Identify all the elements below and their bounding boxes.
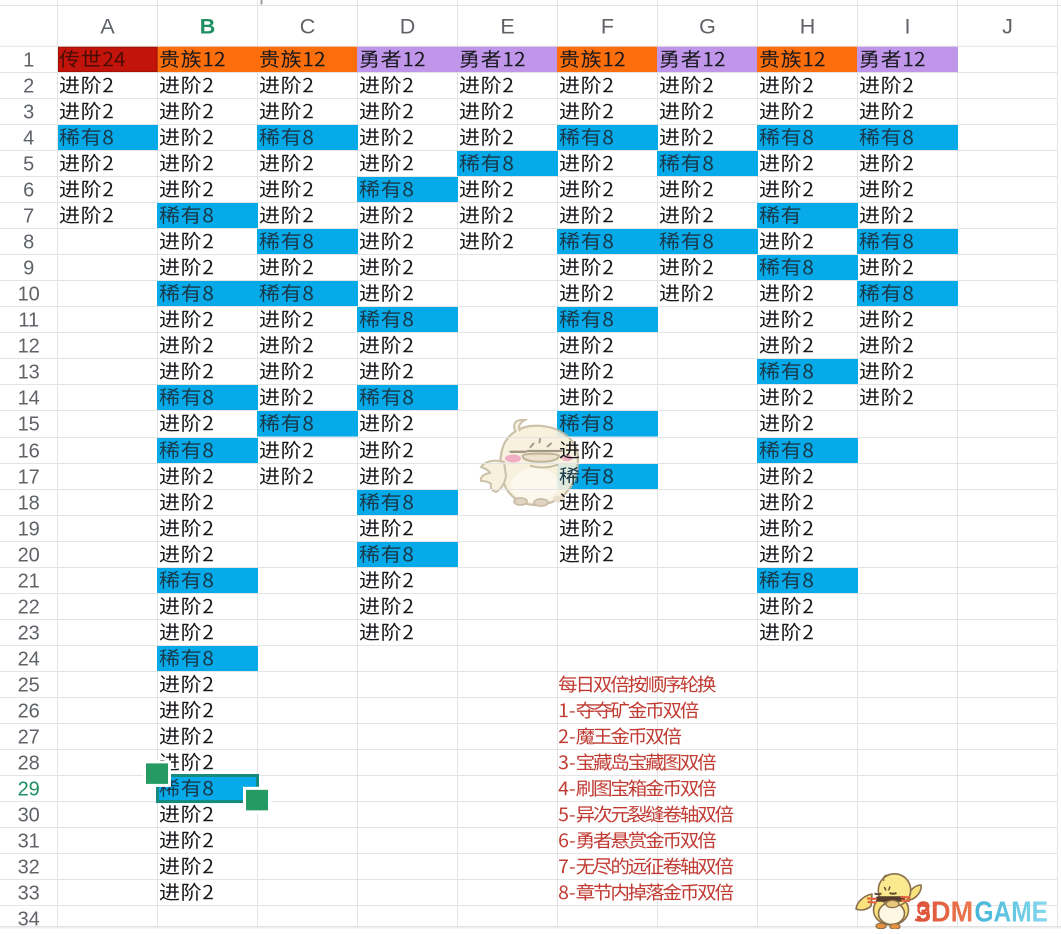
svg-text:14: 14 — [18, 388, 40, 410]
svg-text:24: 24 — [18, 649, 40, 671]
svg-text:1: 1 — [23, 50, 34, 72]
svg-text:27: 27 — [18, 727, 40, 749]
svg-text:20: 20 — [18, 545, 40, 567]
svg-text:21: 21 — [18, 571, 40, 593]
svg-text:3DM: 3DM — [916, 896, 973, 928]
svg-text:33: 33 — [18, 883, 40, 905]
svg-text:8: 8 — [23, 232, 34, 254]
svg-text:G: G — [699, 15, 716, 39]
svg-text:D: D — [400, 15, 416, 39]
svg-text:23: 23 — [18, 623, 40, 645]
svg-text:31: 31 — [18, 831, 40, 853]
svg-text:9: 9 — [23, 258, 34, 280]
svg-text:3: 3 — [23, 102, 34, 124]
svg-text:12: 12 — [18, 336, 40, 358]
svg-text:18: 18 — [18, 493, 40, 515]
svg-text:28: 28 — [18, 753, 40, 775]
svg-text:A: A — [100, 15, 115, 39]
svg-text:7: 7 — [23, 206, 34, 228]
svg-text:4: 4 — [23, 128, 34, 150]
svg-text:2: 2 — [23, 76, 34, 98]
svg-text:10: 10 — [18, 284, 40, 306]
svg-text:34: 34 — [18, 909, 40, 929]
svg-text:19: 19 — [18, 519, 40, 541]
svg-text:26: 26 — [18, 701, 40, 723]
svg-text:F: F — [601, 15, 614, 39]
svg-text:E: E — [500, 15, 514, 39]
svg-text:30: 30 — [18, 805, 40, 827]
svg-text:C: C — [300, 15, 316, 39]
svg-text:22: 22 — [18, 597, 40, 619]
svg-text:6: 6 — [23, 180, 34, 202]
svg-text:J: J — [1002, 15, 1013, 39]
svg-text:5: 5 — [23, 154, 34, 176]
svg-text:29: 29 — [18, 779, 40, 801]
svg-text:I: I — [905, 15, 911, 39]
svg-text:15: 15 — [18, 414, 40, 436]
svg-text:B: B — [200, 15, 216, 39]
svg-text:16: 16 — [18, 441, 40, 463]
svg-text:11: 11 — [18, 310, 39, 332]
svg-text:13: 13 — [18, 362, 40, 384]
svg-text:GAME: GAME — [975, 896, 1048, 928]
svg-text:H: H — [800, 15, 816, 39]
svg-text:17: 17 — [18, 467, 40, 489]
svg-text:25: 25 — [18, 675, 40, 697]
svg-text:32: 32 — [18, 857, 40, 879]
